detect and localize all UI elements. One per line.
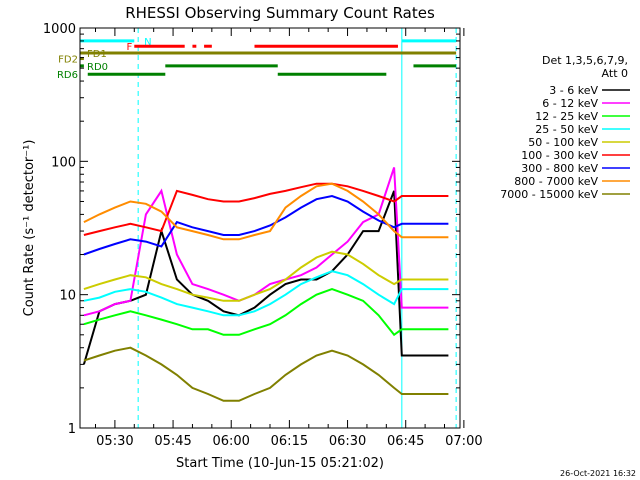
timestamp: 26-Oct-2021 16:32	[560, 469, 636, 478]
y-axis-label: Count Rate (s⁻¹ detector⁻¹)	[22, 140, 37, 317]
series-line-8	[83, 346, 449, 402]
flag-label-n: N	[144, 37, 151, 48]
x-tick-label-2: 06:00	[212, 434, 249, 449]
series-line-5	[83, 182, 449, 236]
series-line-3	[83, 270, 449, 317]
legend-label-7: 800 - 7000 keV	[514, 175, 598, 188]
y-tick-label-3: 1000	[43, 22, 76, 37]
series-line-2	[83, 288, 449, 337]
legend-label-0: 3 - 6 keV	[549, 84, 598, 97]
y-axis: 1 10 100 1000	[43, 22, 460, 437]
legend-label-5: 100 - 300 keV	[521, 149, 598, 162]
x-tick-label-5: 06:45	[387, 434, 424, 449]
flag-label-rd6: RD6	[57, 70, 78, 81]
x-tick-label-3: 06:15	[271, 434, 308, 449]
x-tick-label-0: 05:30	[96, 434, 133, 449]
legend-label-8: 7000 - 15000 keV	[500, 188, 598, 201]
flag-label-fd2: FD2	[58, 55, 78, 66]
y-tick-label-0: 1	[68, 422, 76, 437]
legend-label-6: 300 - 800 keV	[521, 162, 598, 175]
chart-title: RHESSI Observing Summary Count Rates	[125, 4, 435, 22]
legend-label-2: 12 - 25 keV	[535, 110, 598, 123]
x-axis-label: Start Time (10-Jun-15 05:21:02)	[176, 456, 384, 471]
series-line-4	[83, 250, 449, 302]
legend-label-1: 6 - 12 keV	[542, 97, 598, 110]
series-line-0	[82, 190, 449, 365]
x-tick-label-4: 06:30	[329, 434, 366, 449]
legend-header-0: Det 1,3,5,6,7,9,	[542, 54, 628, 67]
flag-bars: NF FD1 FD2 RD0 RD6	[57, 37, 457, 81]
series-line-6	[83, 194, 449, 256]
flag-label-fd1: FD1	[87, 49, 107, 60]
legend-label-3: 25 - 50 keV	[535, 123, 598, 136]
series-line-7	[83, 182, 449, 241]
series-line-1	[83, 167, 449, 317]
x-tick-label-6: 07:00	[445, 434, 482, 449]
legend-header-1: Att 0	[602, 67, 628, 80]
series-group	[82, 167, 449, 402]
y-tick-label-1: 10	[59, 289, 76, 304]
flag-label-f: F	[127, 42, 133, 53]
flag-label-rd0: RD0	[87, 62, 108, 73]
x-axis: 05:30 05:45 06:00 06:15 06:30 06:45 07:00	[95, 28, 483, 449]
x-tick-label-1: 05:45	[154, 434, 191, 449]
legend-label-4: 50 - 100 keV	[528, 136, 598, 149]
y-tick-label-2: 100	[51, 155, 76, 170]
